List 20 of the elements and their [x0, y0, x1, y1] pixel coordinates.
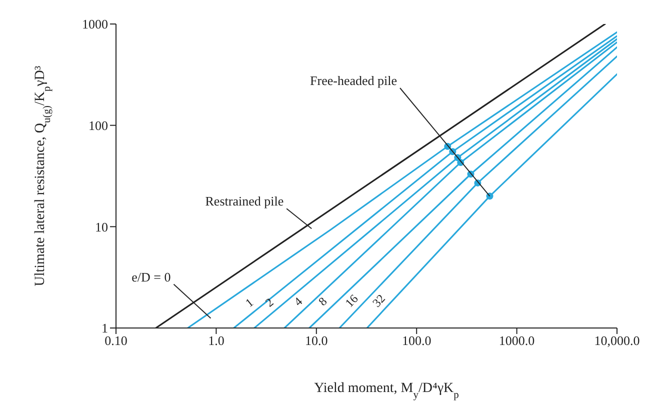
text: Restrained pile: [205, 194, 284, 209]
x-tick-label: 100.0: [402, 333, 432, 348]
x-tick-label: 0.10: [104, 333, 128, 348]
x-tick-label: 1000.0: [498, 333, 535, 348]
y-tick-label: 1: [102, 320, 108, 336]
annotation: Free-headed pile: [310, 73, 398, 88]
y-tick-label: 10: [95, 219, 108, 234]
text: 32: [370, 292, 388, 310]
x-axis-title: Yield moment, M$_{y}$/D⁴γK$_{p}$: [314, 381, 459, 400]
y-tick-label: 1000: [82, 16, 108, 32]
text: 1: [242, 295, 256, 310]
x-tick-label: 10,000.0: [594, 333, 640, 348]
text: 2: [262, 295, 276, 310]
text: 16: [342, 292, 361, 310]
y-tick-label: 100: [88, 118, 108, 133]
text: e/D = 0: [132, 269, 171, 284]
x-tick-label: 10.0: [305, 333, 328, 348]
text: 4: [291, 294, 305, 309]
x-tick-label: 1.0: [208, 333, 224, 348]
text: 8: [316, 294, 330, 309]
